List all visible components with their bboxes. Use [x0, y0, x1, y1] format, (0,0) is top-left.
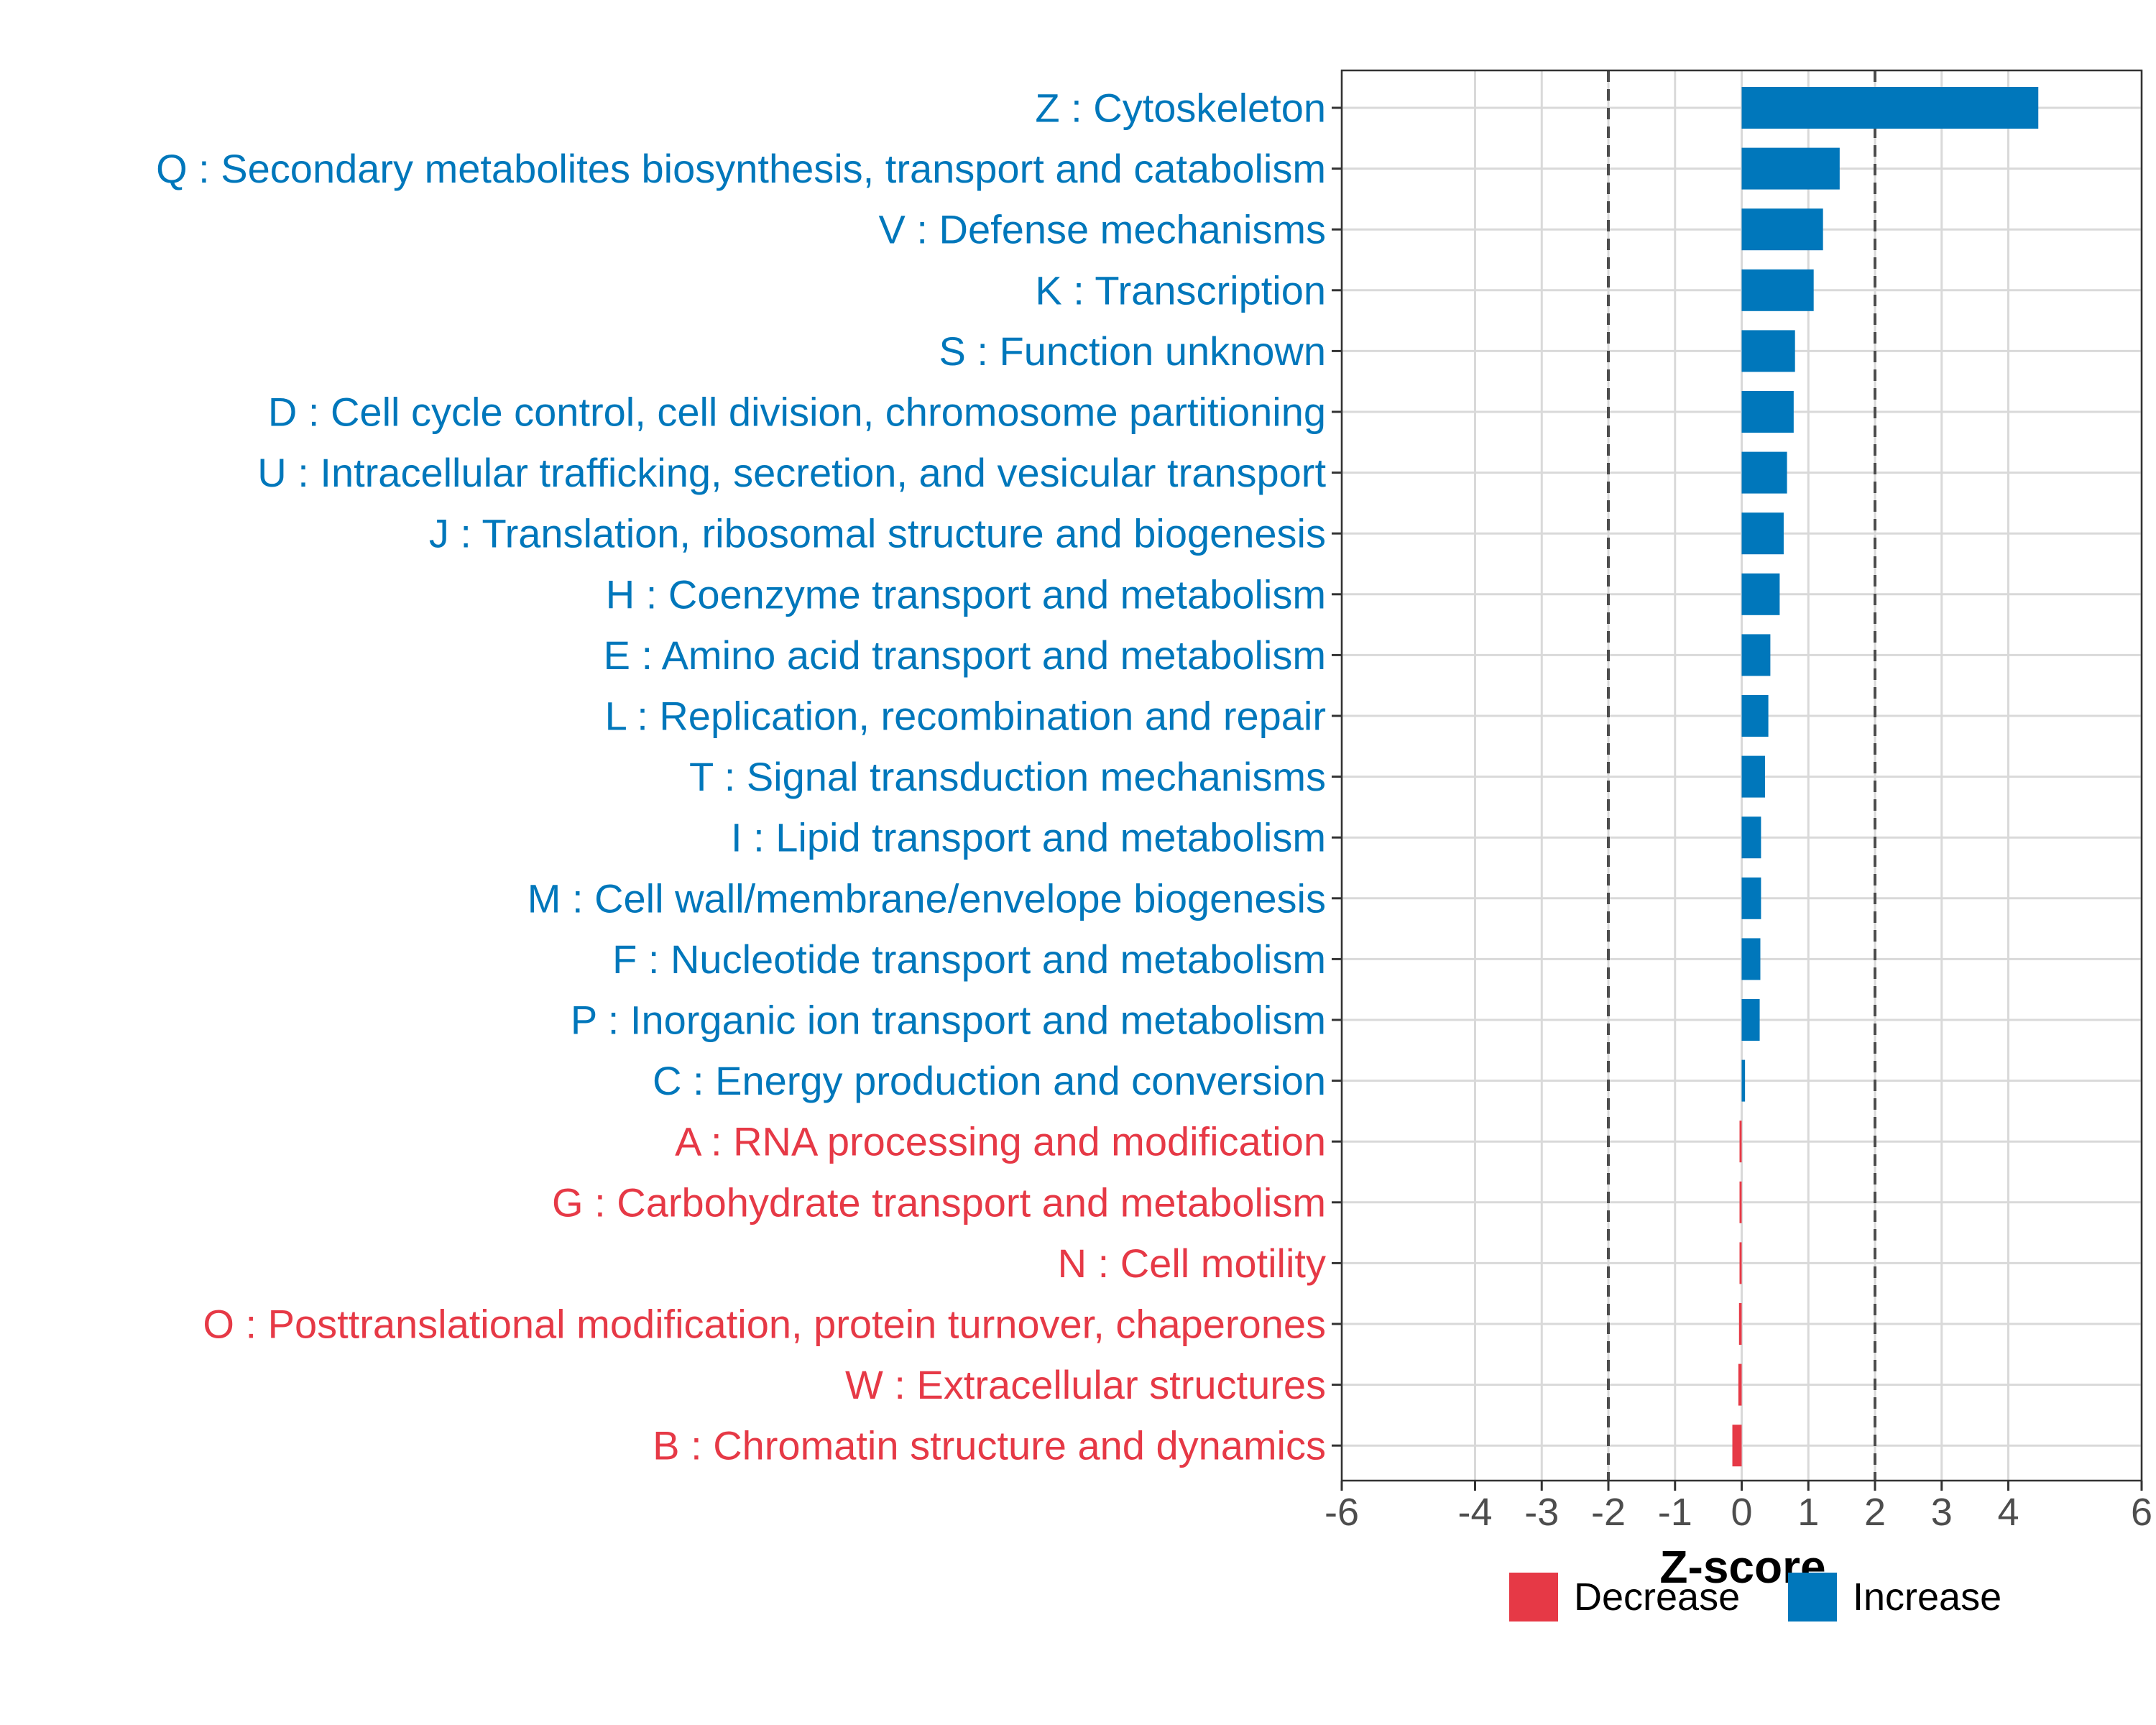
- x-tick-label: 3: [1931, 1491, 1953, 1534]
- x-tick-label: 0: [1731, 1491, 1752, 1534]
- category-label: S : Function unknown: [939, 328, 1326, 374]
- legend-label-increase: Increase: [1853, 1576, 2001, 1619]
- category-labels: Z : Cytoskeleton Q : Secondary metabolite…: [156, 86, 1326, 1468]
- x-tick-label: -6: [1325, 1491, 1359, 1534]
- x-tick-label: -3: [1524, 1491, 1559, 1534]
- legend: Decrease Increase: [1509, 1573, 2001, 1622]
- bar-f: [1741, 938, 1761, 980]
- x-tick-label: -4: [1457, 1491, 1492, 1534]
- bar-n: [1739, 1242, 1742, 1284]
- category-label: V : Defense mechanisms: [879, 207, 1326, 252]
- x-tick-label: -2: [1591, 1491, 1626, 1534]
- bar-i: [1741, 816, 1761, 859]
- x-tick-label: 1: [1797, 1491, 1819, 1534]
- category-label: P : Inorganic ion transport and metaboli…: [571, 998, 1326, 1043]
- category-label: H : Coenzyme transport and metabolism: [606, 571, 1326, 617]
- bar-l: [1741, 695, 1769, 737]
- category-label: I : Lipid transport and metabolism: [731, 815, 1326, 860]
- category-label: C : Energy production and conversion: [653, 1058, 1326, 1103]
- bar-a: [1739, 1121, 1742, 1163]
- category-label: J : Translation, ribosomal structure and…: [429, 511, 1326, 556]
- x-tick-label: 2: [1864, 1491, 1886, 1534]
- category-label: D : Cell cycle control, cell division, c…: [268, 390, 1326, 435]
- category-label: L : Replication, recombination and repai…: [605, 694, 1326, 739]
- bar-g: [1739, 1181, 1742, 1223]
- bar-c: [1741, 1059, 1746, 1102]
- bar-k: [1741, 269, 1814, 311]
- bar-v: [1741, 208, 1823, 251]
- legend-key-increase: [1788, 1573, 1837, 1622]
- x-tick-label: 4: [1997, 1491, 2019, 1534]
- bar-e: [1741, 634, 1771, 676]
- category-label: A : RNA processing and modification: [675, 1119, 1326, 1164]
- bars: [1732, 87, 2039, 1467]
- legend-key-decrease: [1509, 1573, 1558, 1622]
- bar-d: [1741, 391, 1794, 433]
- category-label: F : Nucleotide transport and metabolism: [612, 937, 1326, 982]
- bar-z: [1741, 87, 2039, 129]
- category-label: K : Transcription: [1035, 267, 1326, 313]
- x-tick-label: 6: [2131, 1491, 2152, 1534]
- category-label: E : Amino acid transport and metabolism: [604, 632, 1326, 678]
- reference-lines: [1607, 70, 1876, 1481]
- bar-w: [1738, 1363, 1742, 1406]
- category-label: G : Carbohydrate transport and metabolis…: [552, 1179, 1326, 1225]
- bar-m: [1741, 877, 1761, 919]
- category-label: U : Intracellular trafficking, secretion…: [257, 450, 1326, 495]
- category-label: W : Extracellular structures: [845, 1362, 1326, 1407]
- bar-j: [1741, 512, 1784, 555]
- category-label: B : Chromatin structure and dynamics: [653, 1423, 1326, 1468]
- category-label: O : Posttranslational modification, prot…: [203, 1302, 1326, 1347]
- category-label: Q : Secondary metabolites biosynthesis, …: [156, 146, 1326, 191]
- category-label: T : Signal transduction mechanisms: [689, 754, 1326, 799]
- bar-s: [1741, 330, 1795, 372]
- category-label: Z : Cytoskeleton: [1035, 86, 1326, 131]
- bar-p: [1741, 999, 1760, 1041]
- y-axis-ticks: [1332, 106, 1342, 1447]
- bar-b: [1732, 1425, 1742, 1467]
- x-tick-label: -1: [1658, 1491, 1692, 1534]
- bar-q: [1741, 147, 1840, 190]
- category-label: N : Cell motility: [1058, 1241, 1326, 1286]
- bar-o: [1738, 1303, 1742, 1345]
- bar-u: [1741, 451, 1787, 494]
- legend-label-decrease: Decrease: [1574, 1576, 1740, 1619]
- x-axis-ticks: -6 -4 -3 -2 -1 0 1 2 3 4 6: [1325, 1481, 2152, 1534]
- category-label: M : Cell wall/membrane/envelope biogenes…: [528, 875, 1326, 921]
- bar-t: [1741, 755, 1765, 798]
- bar-h: [1741, 573, 1780, 615]
